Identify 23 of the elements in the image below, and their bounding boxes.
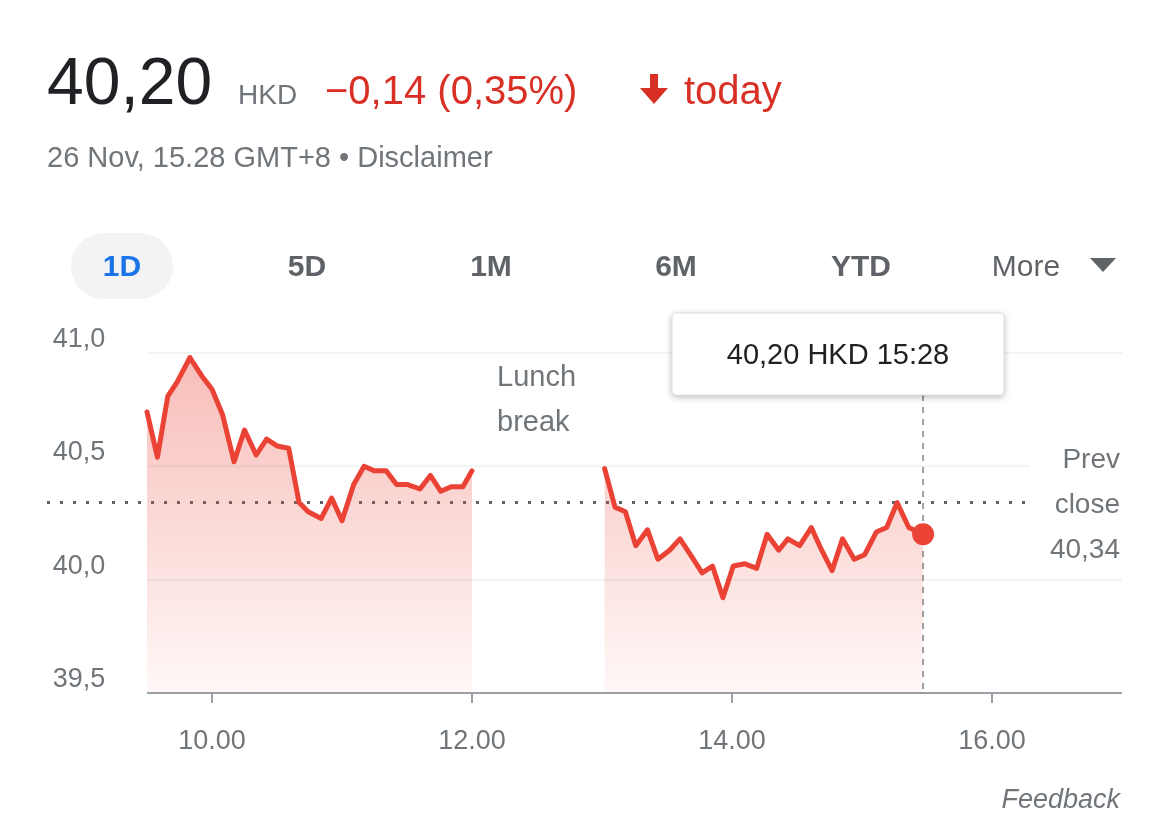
text: Feedback — [1001, 784, 1122, 814]
x-tick-label: 12.00 — [438, 725, 506, 755]
ref-line-label: 40,20 HKD 15:28 — [726, 338, 950, 370]
text: 6M — [655, 249, 697, 282]
chart-title: 40,20 — [47, 44, 213, 118]
text: 1M — [470, 249, 512, 282]
y-tick-label: 39,5 — [52, 663, 106, 693]
y-tick-label: 40,5 — [52, 436, 106, 467]
text: −0,14 (0,35%) — [325, 68, 578, 112]
y-tick-label: 41,0 — [52, 323, 106, 353]
text: 1D — [102, 249, 142, 282]
ref-line-label: Prev close 40,34 — [1049, 442, 1120, 564]
text: More — [991, 249, 1061, 282]
y-tick-label: 40,0 — [52, 549, 106, 580]
text: 5D — [287, 249, 327, 282]
text: today — [684, 68, 782, 112]
chart-subtitle: 26 Nov, 15.28 GMT+8 • Disclaimer — [47, 141, 493, 173]
annotation: Lunch break — [497, 360, 577, 437]
x-tick-label: 16.00 — [958, 725, 1026, 755]
text: HKD — [238, 79, 298, 110]
x-tick-label: 10.00 — [178, 725, 246, 755]
x-tick-label: 14.00 — [698, 725, 766, 755]
text: YTD — [831, 249, 891, 282]
